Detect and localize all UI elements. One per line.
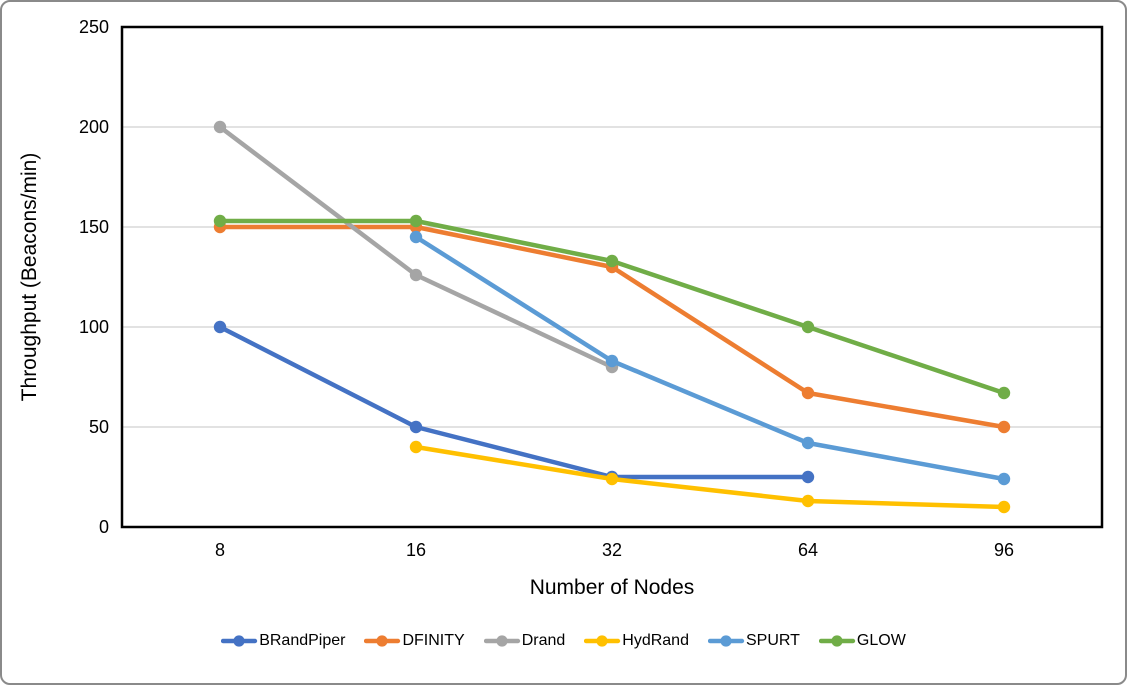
legend-item-DFINITY: DFINITY bbox=[364, 632, 465, 649]
data-point bbox=[213, 214, 227, 228]
y-tick-label: 50 bbox=[89, 417, 109, 437]
x-tick-label: 64 bbox=[798, 540, 818, 560]
data-point bbox=[409, 420, 423, 434]
data-point bbox=[801, 494, 815, 508]
legend-label: DFINITY bbox=[402, 632, 465, 649]
data-point bbox=[409, 214, 423, 228]
legend-item-SPURT: SPURT bbox=[707, 632, 800, 649]
data-point bbox=[605, 472, 619, 486]
series-line bbox=[217, 324, 811, 480]
chart-legend: BRandPiper DFINITY Drand HydRand SPURT GLOW bbox=[2, 633, 1125, 649]
legend-item-BRandPiper: BRandPiper bbox=[221, 633, 345, 649]
legend-label: GLOW bbox=[856, 632, 906, 649]
legend-dot bbox=[596, 635, 608, 647]
data-point bbox=[997, 472, 1011, 486]
data-point bbox=[409, 268, 423, 282]
data-point bbox=[213, 320, 227, 334]
series-SPURT bbox=[409, 230, 1011, 486]
legend-dot bbox=[376, 635, 389, 647]
series-BRandPiper bbox=[213, 320, 815, 484]
legend-marker-icon bbox=[818, 635, 856, 647]
series-Drand bbox=[213, 120, 619, 374]
legend-marker-icon bbox=[707, 635, 745, 647]
plot-area: 0 50 100 150 200 250 8 16 32 64 96 bbox=[79, 17, 1104, 560]
y-tick-label: 250 bbox=[79, 17, 109, 37]
y-tick-label: 0 bbox=[99, 517, 109, 537]
y-tick-label: 200 bbox=[79, 117, 109, 137]
legend-dot bbox=[720, 635, 732, 647]
x-tick-label: 8 bbox=[215, 540, 225, 560]
x-tick-label: 32 bbox=[602, 540, 622, 560]
data-point bbox=[997, 386, 1011, 400]
series-HydRand bbox=[409, 440, 1011, 514]
legend-marker-icon bbox=[364, 635, 401, 647]
data-point bbox=[409, 230, 423, 244]
legend-item-Drand: Drand bbox=[483, 632, 566, 649]
y-tick-label: 150 bbox=[79, 217, 109, 237]
y-tick-label: 100 bbox=[79, 317, 109, 337]
x-tick-label: 16 bbox=[406, 540, 426, 560]
line-chart: 0 50 100 150 200 250 8 16 32 64 96 Throughput (Bea… bbox=[18, 17, 1104, 599]
legend-dot bbox=[831, 635, 843, 647]
series-GLOW bbox=[213, 214, 1011, 400]
data-point bbox=[605, 254, 619, 268]
plot-border bbox=[120, 25, 1104, 529]
data-point bbox=[997, 500, 1011, 514]
data-point bbox=[801, 320, 815, 334]
data-point bbox=[213, 120, 227, 134]
legend-marker-icon bbox=[483, 635, 520, 647]
series-line bbox=[413, 444, 1007, 510]
legend-dot bbox=[496, 635, 508, 647]
legend-item-GLOW: GLOW bbox=[818, 632, 906, 649]
x-axis-title: Number of Nodes bbox=[530, 576, 695, 599]
y-axis-title: Throughput (Beacons/min) bbox=[18, 153, 41, 402]
legend-dot bbox=[233, 635, 245, 647]
data-point bbox=[997, 420, 1011, 434]
data-point bbox=[801, 386, 815, 400]
series-line bbox=[413, 234, 1007, 482]
legend-marker-icon bbox=[584, 635, 621, 647]
data-point bbox=[801, 470, 815, 484]
legend-item-HydRand: HydRand bbox=[584, 633, 689, 649]
legend-label: Drand bbox=[521, 632, 566, 649]
legend-marker-icon bbox=[221, 635, 258, 647]
x-tick-label: 96 bbox=[994, 540, 1014, 560]
data-point bbox=[409, 440, 423, 454]
data-point bbox=[605, 354, 619, 368]
legend-label: SPURT bbox=[745, 632, 800, 649]
data-point bbox=[801, 436, 815, 450]
legend-label: BRandPiper bbox=[259, 632, 346, 649]
legend-label: HydRand bbox=[622, 632, 689, 649]
